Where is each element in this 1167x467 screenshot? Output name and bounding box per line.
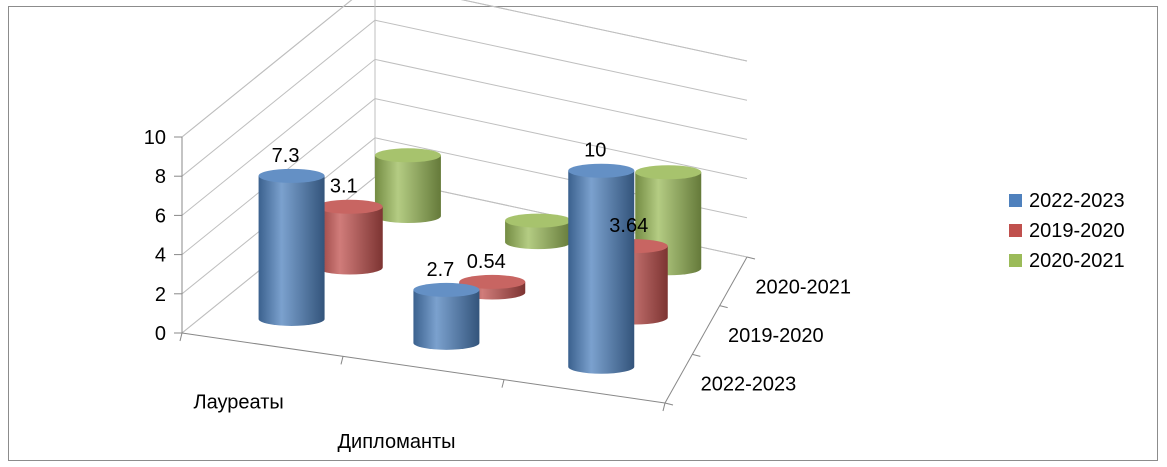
y-tick-label: 8	[155, 166, 166, 188]
depth-tick-label: 2022-2023	[701, 374, 797, 396]
x-tick-mark	[179, 332, 183, 342]
bars	[258, 148, 702, 374]
legend-label: 2022-2023	[1029, 190, 1125, 212]
legend-entry: 2022-2023	[1009, 190, 1125, 212]
y-tick-label: 4	[155, 245, 166, 267]
bar-top	[258, 168, 325, 183]
depth-axis-line	[664, 256, 748, 404]
bar-top	[316, 199, 383, 214]
x-tick-mark	[340, 356, 344, 365]
data-labels: 3.1 0.54 3.64 7.3 2.7 10	[272, 140, 649, 281]
depth-tick-mark	[664, 402, 674, 406]
legend-swatch	[1009, 254, 1022, 267]
x-tick-mark	[662, 402, 666, 412]
bar-top	[374, 148, 441, 163]
bar-body	[374, 155, 441, 224]
data-label: 7.3	[272, 145, 300, 167]
bar-2022-2023-Лауреаты	[258, 168, 325, 326]
bar-top	[413, 282, 480, 297]
bar-2020-2021-Лауреаты	[374, 148, 441, 224]
data-label: 10	[584, 140, 606, 162]
gridline	[181, 58, 748, 216]
gridline	[181, 19, 748, 177]
gridline	[181, 0, 748, 138]
y-tick-label: 2	[155, 284, 166, 306]
depth-tick-mark	[746, 256, 756, 260]
data-label: 3.1	[330, 176, 358, 198]
x-tick-mark	[501, 379, 505, 388]
depth-tick-label: 2020-2021	[755, 276, 851, 298]
bar-top	[459, 274, 526, 289]
bar-body	[568, 170, 635, 374]
depth-tick-mark	[692, 353, 701, 357]
bar-2022-2023-Дипломанты	[413, 282, 480, 350]
axes: 0246810ЛауреатыДипломантыВсего2022-20232…	[144, 127, 851, 467]
legend-label: 2020-2021	[1029, 250, 1125, 272]
x-tick-label: Дипломанты	[338, 431, 456, 453]
bar-body	[505, 220, 572, 250]
y-tick-label: 0	[155, 323, 166, 345]
legend-entry: 2019-2020	[1009, 220, 1125, 242]
bar-body	[316, 206, 383, 275]
bar-body	[258, 175, 325, 326]
legend-swatch	[1009, 224, 1022, 237]
legend-swatch	[1009, 194, 1022, 207]
data-label: 0.54	[467, 251, 506, 273]
x-tick-label: Лауреаты	[194, 392, 284, 414]
gridline	[181, 98, 748, 255]
x-axis-line	[181, 332, 666, 404]
y-tick-label: 6	[155, 205, 166, 227]
bar-body	[413, 289, 480, 350]
depth-tick-mark	[719, 305, 728, 309]
legend-label: 2019-2020	[1029, 220, 1125, 242]
legend: 2022-2023 2019-2020 2020-2021	[1009, 190, 1125, 272]
bar-top	[505, 213, 572, 228]
bar-top	[568, 163, 635, 178]
bar-top	[635, 165, 702, 180]
data-label: 3.64	[609, 215, 648, 237]
data-label: 2.7	[427, 259, 455, 281]
bar-2022-2023-Всего	[568, 163, 635, 374]
bar-2019-2020-Лауреаты	[316, 199, 383, 275]
legend-entry: 2020-2021	[1009, 250, 1125, 272]
y-tick-label: 10	[144, 127, 166, 149]
depth-tick-label: 2019-2020	[728, 325, 824, 347]
bar-2020-2021-Дипломанты	[505, 213, 572, 250]
